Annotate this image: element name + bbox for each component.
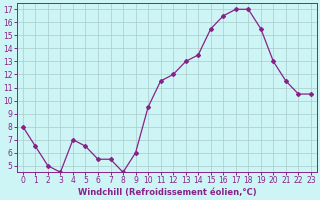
X-axis label: Windchill (Refroidissement éolien,°C): Windchill (Refroidissement éolien,°C) xyxy=(77,188,256,197)
